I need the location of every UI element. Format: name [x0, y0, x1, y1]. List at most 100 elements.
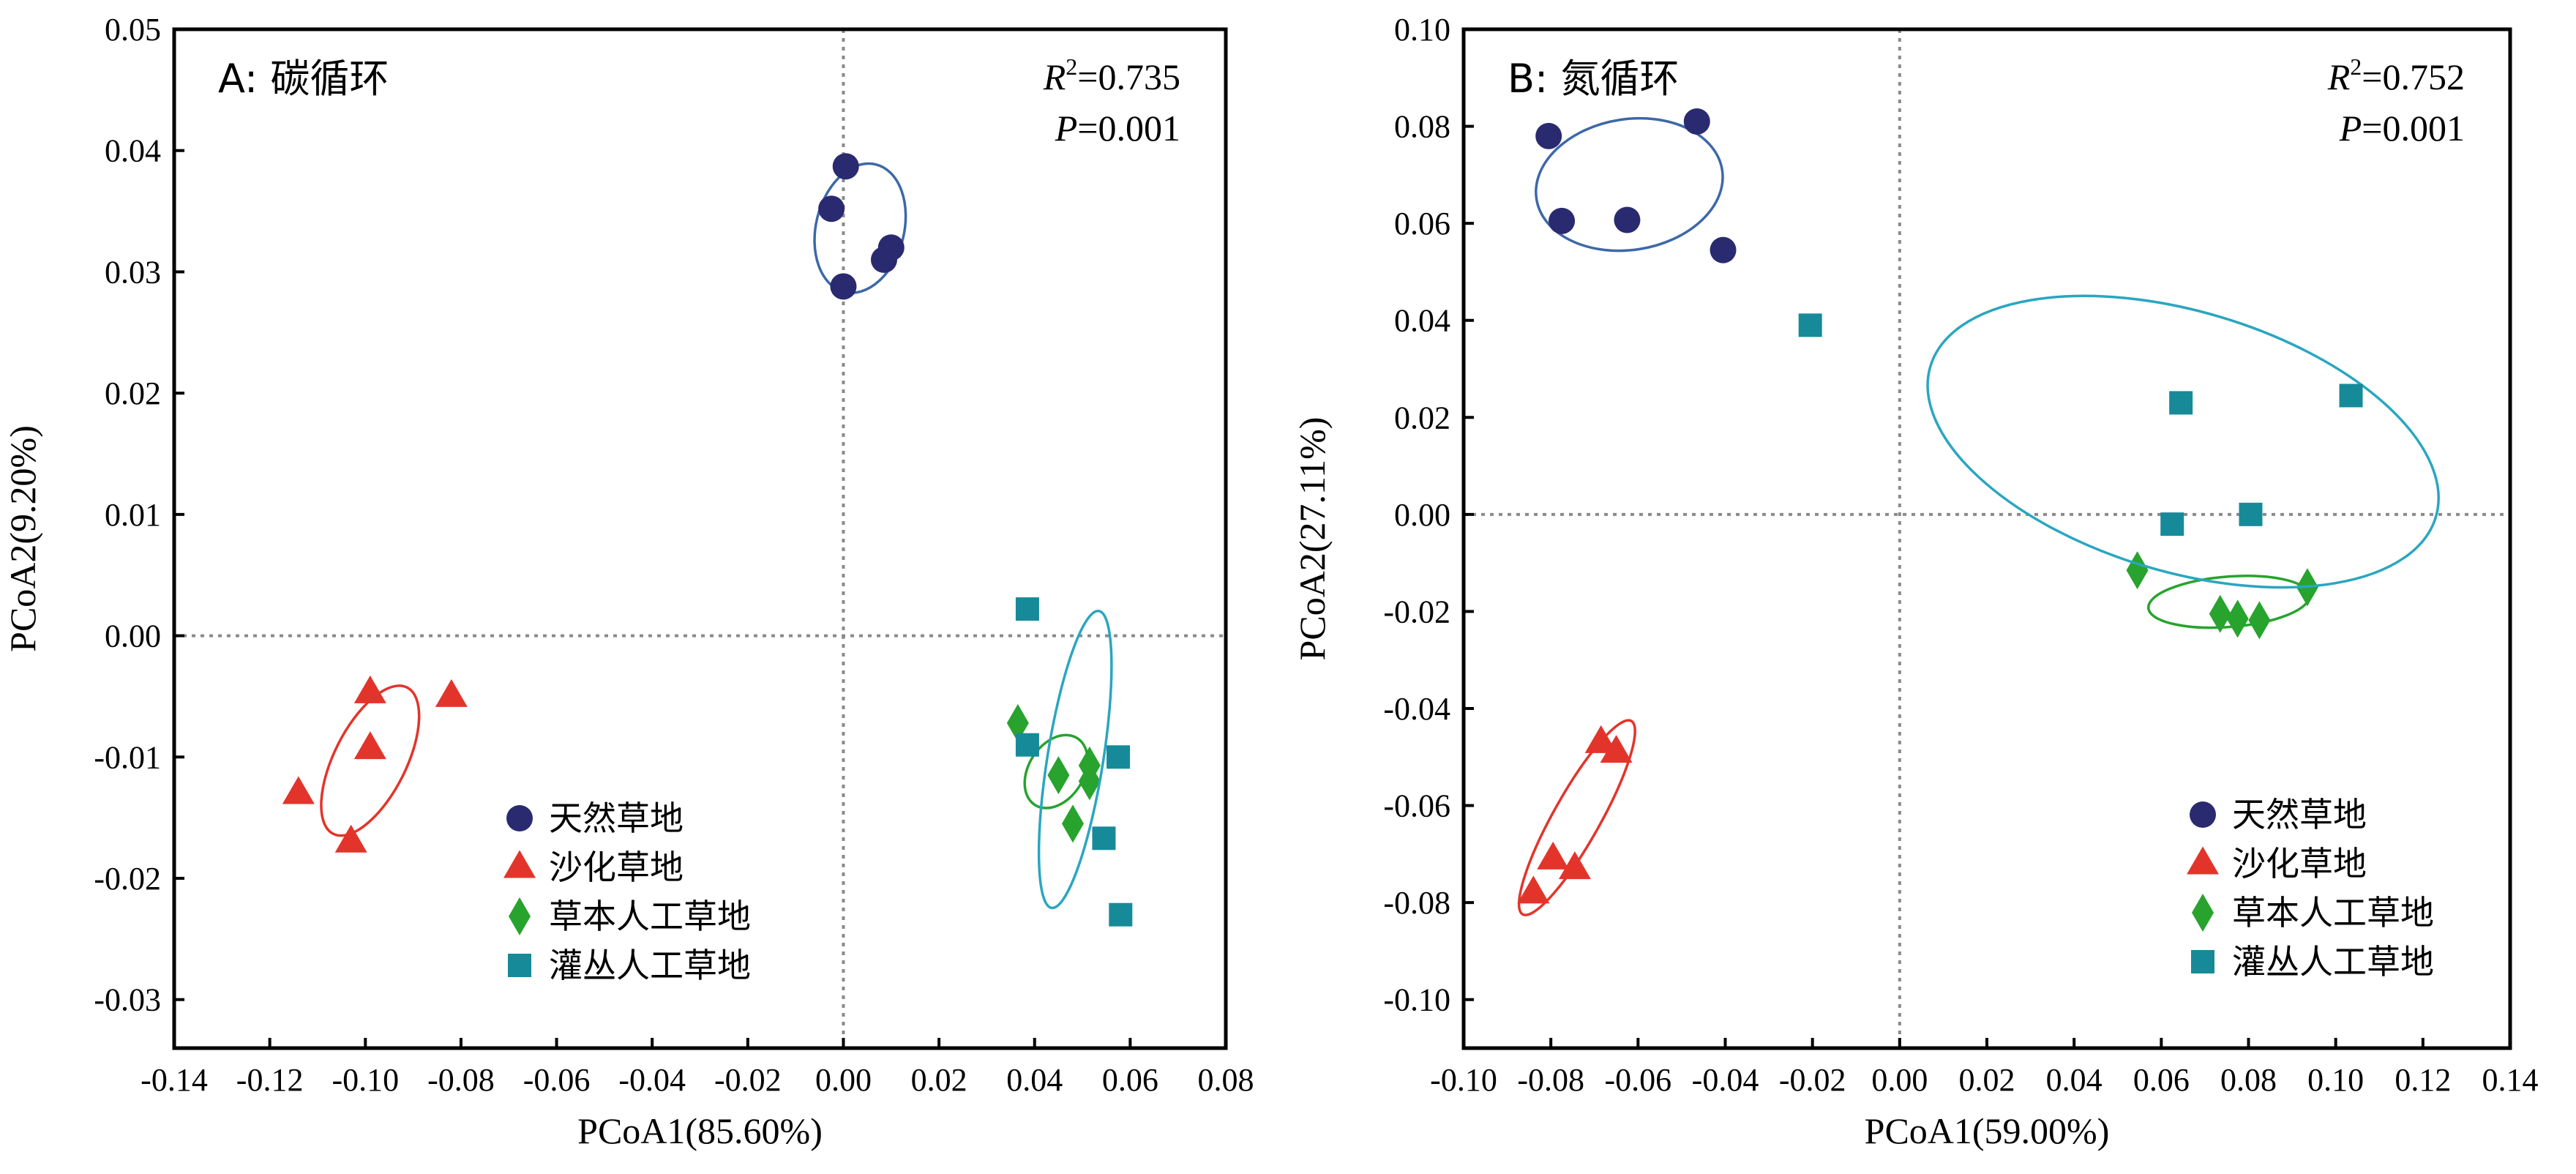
- data-point: [2239, 502, 2263, 526]
- confidence-ellipse: [1535, 116, 1724, 253]
- y-tick-label: -0.10: [1383, 982, 1450, 1018]
- x-tick-label: 0.02: [911, 1062, 967, 1098]
- x-tick-label: -0.10: [1430, 1062, 1497, 1098]
- legend-marker: [508, 954, 531, 977]
- legend-marker: [509, 897, 531, 935]
- confidence-ellipse: [320, 684, 421, 837]
- x-tick-label: 0.06: [2133, 1062, 2190, 1098]
- y-tick-label: 0.00: [105, 618, 161, 654]
- legend-marker: [506, 805, 533, 831]
- legend-label: 沙化草地: [549, 848, 684, 887]
- confidence-ellipse: [2146, 575, 2311, 629]
- data-point: [1092, 826, 1116, 850]
- data-point: [1537, 841, 1570, 870]
- y-tick-label: -0.06: [1383, 788, 1450, 824]
- x-tick-label: 0.04: [1006, 1062, 1063, 1098]
- y-tick-label: -0.08: [1383, 885, 1450, 921]
- data-point: [1517, 875, 1550, 904]
- y-tick-label: 0.10: [1394, 12, 1450, 48]
- legend-label: 天然草地: [549, 799, 684, 838]
- data-point: [282, 776, 315, 804]
- series-3: [1015, 597, 1133, 927]
- r-squared-symbol: R: [2327, 56, 2351, 97]
- data-point: [2226, 599, 2249, 638]
- legend-marker: [2192, 894, 2214, 932]
- confidence-ellipse: [1926, 294, 2440, 589]
- data-point: [353, 675, 386, 703]
- plot-frame: [172, 27, 1228, 1050]
- data-point: [870, 246, 897, 273]
- series-0: [813, 153, 907, 300]
- y-tick-label: 0.00: [1394, 497, 1450, 533]
- r-squared-value: =0.735: [1077, 56, 1180, 97]
- x-tick-label: -0.02: [1779, 1062, 1846, 1098]
- x-axis-label: PCoA1(59.00%): [1865, 1110, 2110, 1151]
- series-1: [282, 675, 468, 853]
- x-tick-label: -0.04: [618, 1062, 686, 1098]
- data-point: [1710, 236, 1737, 263]
- r-squared-stat: R2=0.752: [2327, 53, 2465, 97]
- data-point: [2169, 391, 2193, 415]
- y-tick-label: 0.08: [1394, 109, 1450, 145]
- x-tick-label: 0.04: [2046, 1062, 2103, 1098]
- p-value: =0.001: [1077, 108, 1180, 149]
- legend-marker: [2187, 846, 2219, 875]
- legend-marker: [503, 850, 536, 878]
- y-tick-label: 0.05: [105, 12, 161, 48]
- panel-title: A: 碳循环: [218, 56, 389, 102]
- panel-a: -0.14 -0.12 -0.10 -0.08 -0.06 -0.04 -0.02 0.00 0…: [2, 12, 1254, 1151]
- data-point: [832, 153, 859, 180]
- data-point: [1107, 745, 1131, 769]
- x-tick-label: -0.08: [1517, 1062, 1584, 1098]
- data-point: [435, 678, 468, 707]
- panel-title: B: 氮循环: [1508, 56, 1679, 102]
- data-point: [2248, 601, 2271, 640]
- data-point: [1015, 733, 1039, 757]
- legend-label: 沙化草地: [2232, 844, 2367, 883]
- data-point: [2209, 594, 2231, 633]
- y-tick-label: -0.01: [94, 739, 161, 775]
- y-tick-label: -0.02: [94, 861, 161, 897]
- p-symbol: P: [2339, 108, 2362, 149]
- legend-label: 灌丛人工草地: [549, 946, 751, 985]
- data-point: [1558, 851, 1591, 880]
- r-squared-exponent: 2: [1066, 53, 1077, 80]
- p-value-stat: P=0.001: [1055, 108, 1180, 149]
- x-tick-label: -0.08: [427, 1062, 495, 1098]
- x-tick-label: 0.06: [1102, 1062, 1158, 1098]
- legend-label: 天然草地: [2232, 795, 2367, 834]
- series-2: [1006, 703, 1101, 843]
- panel-b: -0.10 -0.08 -0.06 -0.04 -0.02 0.00 0.02 0.04 0.0…: [1292, 12, 2539, 1151]
- y-tick-label: 0.06: [1394, 206, 1450, 242]
- x-tick-label: 0.00: [815, 1062, 872, 1098]
- y-tick-label: -0.04: [1383, 691, 1450, 727]
- x-tick-label: 0.10: [2307, 1062, 2364, 1098]
- y-tick-label: 0.03: [105, 254, 161, 290]
- data-point: [1078, 762, 1101, 801]
- confidence-ellipse: [1037, 609, 1113, 910]
- x-tick-label: 0.00: [1871, 1062, 1928, 1098]
- data-point: [2339, 384, 2363, 408]
- data-point: [818, 195, 845, 223]
- data-point: [830, 273, 857, 300]
- series-1: [1517, 719, 1636, 916]
- y-tick-label: 0.02: [1394, 400, 1450, 435]
- data-point: [1584, 725, 1617, 753]
- data-point: [1614, 206, 1641, 233]
- data-point: [1798, 313, 1822, 337]
- x-tick-label: 0.14: [2482, 1062, 2539, 1098]
- x-tick-label: 0.12: [2395, 1062, 2451, 1098]
- data-point: [1006, 703, 1029, 742]
- legend-label: 草本人工草地: [2232, 893, 2434, 932]
- series-2: [2126, 551, 2318, 640]
- legend-label: 草本人工草地: [549, 897, 751, 936]
- p-symbol: P: [1055, 108, 1078, 149]
- data-point: [1109, 902, 1133, 927]
- legend-marker: [2191, 950, 2214, 973]
- r-squared-value: =0.752: [2362, 56, 2465, 97]
- y-tick-label: 0.02: [105, 375, 161, 411]
- p-value-stat: P=0.001: [2339, 108, 2465, 149]
